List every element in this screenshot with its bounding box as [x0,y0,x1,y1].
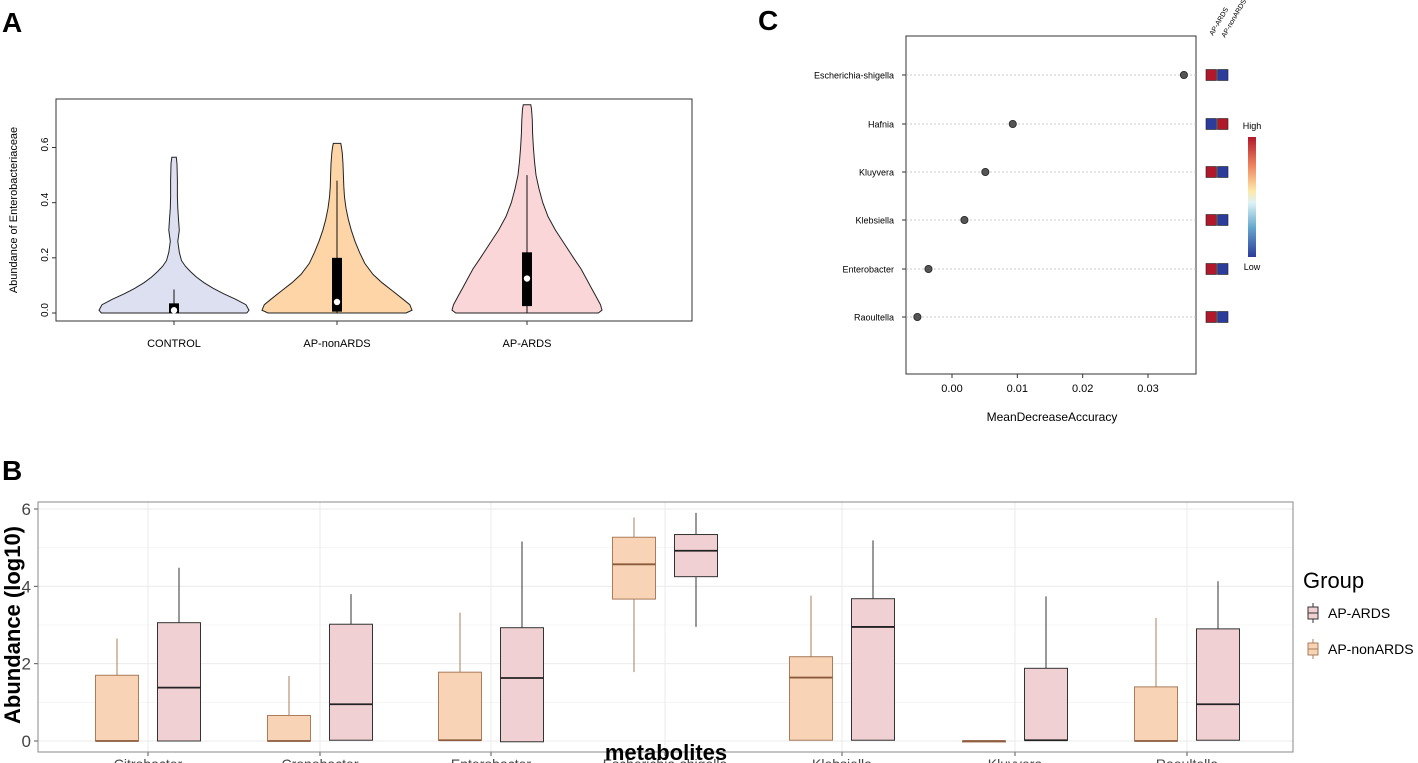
violin-median-dot-ap-ards [523,275,531,282]
box-y-tick-label: 4 [22,577,31,596]
legend-label-ap-ards: AP-ARDS [1328,605,1390,621]
dot-row-label-klebsiella: Klebsiella [855,216,894,226]
heatmap-cell-escherichia-shigella-ap-nonards [1217,69,1229,81]
box-chart: 0 2 4 6 Citrobacter Cronobacter Enterobacter Es… [0,500,1414,763]
heatmap-cell-hafnia-ap-nonards [1217,118,1229,130]
dot-point-escherichia-shigella [1179,71,1188,80]
legend-title: Group [1303,568,1364,593]
box-x-tick-label-cronobacter: Cronobacter [281,756,358,763]
panel-label-b: B [2,455,22,486]
box-ap-nonards-cronobacter-box [267,714,311,742]
heatmap-cell-enterobacter-ap-ards [1205,263,1217,275]
dot-row-label-enterobacter: Enterobacter [842,265,894,275]
dot-row-label-hafnia: Hafnia [868,120,894,130]
violin-chart: Abundance of Enterobacteriaceae 0.0 0.2 0.… [8,98,693,350]
heatmap-cell-klebsiella-ap-ards [1205,214,1217,226]
importance-dot-chart: MeanDecreaseAccuracy Escherichia-shigell… [814,0,1261,424]
violin-x-tick-label-ap-ards: AP-ARDS [503,338,552,350]
heatmap-cell-hafnia-ap-ards [1205,118,1217,130]
box-ap-nonards-escherichia-shigella-box [612,536,656,600]
heatmap-cell-enterobacter-ap-nonards [1217,263,1229,275]
box-ap-ards-raoultella-box [1196,628,1240,741]
violin-iqr-box-ap-nonards [332,257,342,312]
box-ap-ards-cronobacter-box [329,623,373,741]
violin-median-dot-control [170,307,178,314]
violin-x-tick-label-control: CONTROL [147,338,201,350]
box-x-tick-label-citrobacter: Citrobacter [114,756,183,763]
violin-y-tick-label: 0.6 [40,137,51,151]
violin-y-axis-label: Abundance of Enterobacteriaceae [8,127,20,293]
dot-x-tick-label: 0.00 [941,383,962,395]
dot-row-label-kluyvera: Kluyvera [859,168,894,178]
violin-y-tick-label: 0.2 [40,247,51,261]
box-y-tick-label: 0 [22,732,31,751]
box-y-tick-label: 2 [22,655,31,674]
violin-x-tick-label-ap-nonards: AP-nonARDS [303,338,370,350]
dot-x-axis-label: MeanDecreaseAccuracy [987,410,1118,424]
box-y-axis-label: Abundance (log10) [0,526,25,724]
violin-median-dot-ap-nonards [333,298,341,306]
box-x-tick-label-kluyvera: Kluyvera [988,756,1043,763]
box-x-tick-label-enterobacter: Enterobacter [451,756,531,763]
dot-x-tick-label: 0.03 [1137,383,1158,395]
violin-control [98,156,250,314]
box-plot-frame-outline [37,501,1294,753]
dot-point-hafnia [1008,120,1017,129]
box-ap-nonards-enterobacter-box [438,671,482,741]
box-ap-ards-citrobacter-box [157,622,201,742]
dot-row-label-raoultella: Raoultella [854,313,894,323]
violin-plot-frame [55,98,693,322]
box-ap-ards-klebsiella-box [851,598,895,741]
box-ap-nonards-raoultella-box [1134,686,1178,742]
box-ap-nonards-citrobacter-box [95,674,139,742]
color-scale-bar [1248,137,1256,257]
violin-y-tick-label: 0.4 [40,192,51,206]
box-x-tick-label-raoultella: Raoultella [1156,756,1218,763]
dot-plot-frame [905,35,1197,375]
color-scale-high-label: High [1243,121,1262,131]
box-ap-nonards-klebsiella-box [789,656,833,741]
box-x-axis-label: metabolites [605,740,727,763]
box-ap-ards-kluyvera-box [1024,667,1068,741]
box-x-tick-label-escherichia-shigella: Escherichia-shigella [603,756,728,763]
dot-point-raoultella [913,312,922,321]
box-ap-ards-escherichia-shigella-box [674,534,718,578]
dot-point-enterobacter [924,264,933,273]
heatmap-cell-raoultella-ap-nonards [1217,311,1229,323]
dot-point-kluyvera [981,167,990,176]
dot-point-klebsiella [960,215,969,224]
dot-x-tick-label: 0.02 [1072,383,1093,395]
color-scale-low-label: Low [1244,262,1261,272]
dot-row-label-escherichia-shigella: Escherichia-shigella [814,71,894,81]
box-ap-ards-enterobacter-box [500,627,544,743]
violin-y-tick-label: 0.0 [40,303,51,317]
dot-x-tick-label: 0.01 [1007,383,1028,395]
heatmap-cell-escherichia-shigella-ap-ards [1205,69,1217,81]
heatmap-cell-klebsiella-ap-nonards [1217,214,1229,226]
box-x-tick-label-klebsiella: Klebsiella [812,756,872,763]
legend: Group AP-ARDS AP-nonARDS [1303,568,1414,659]
panel-label-c: C [758,5,778,36]
heatmap-cell-raoultella-ap-ards [1205,311,1217,323]
heatmap-cell-kluyvera-ap-nonards [1217,166,1229,178]
panel-label-a: A [2,7,22,38]
box-y-tick-label: 6 [22,500,31,519]
heatmap-cell-kluyvera-ap-ards [1205,166,1217,178]
legend-label-ap-nonards: AP-nonARDS [1328,641,1414,657]
